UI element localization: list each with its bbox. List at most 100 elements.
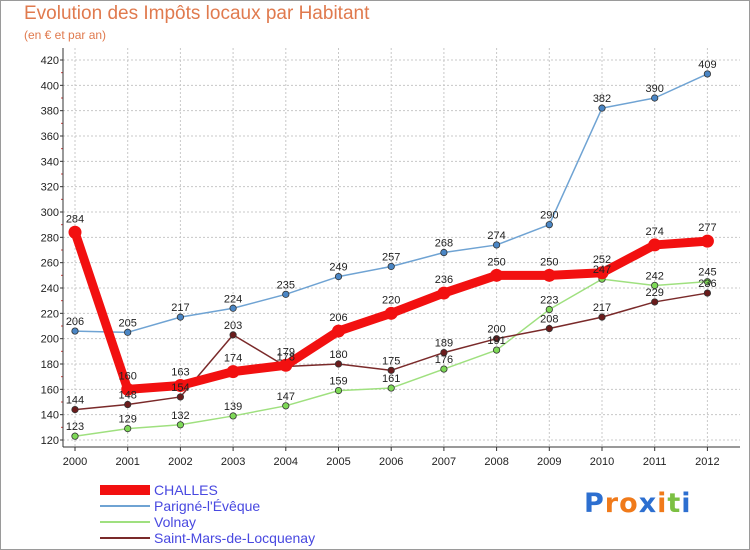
data-label: 189 (435, 338, 453, 350)
data-point (595, 266, 609, 280)
data-point (598, 313, 606, 321)
x-tick-label: 2005 (326, 456, 350, 468)
data-label: 175 (382, 355, 400, 367)
data-label: 274 (487, 230, 505, 242)
data-label: 257 (382, 251, 400, 263)
data-label: 274 (646, 226, 664, 238)
data-label: 123 (66, 421, 84, 433)
data-point (545, 324, 553, 333)
data-label: 268 (435, 238, 453, 250)
axis-layer: 120 140 160 180 200 220 240 260 280 300 320 340 360 3… (41, 48, 740, 468)
x-tick-label: 2012 (695, 456, 719, 468)
data-point (648, 238, 662, 252)
data-point (68, 225, 82, 239)
data-label: 242 (646, 270, 664, 282)
data-point (334, 272, 343, 281)
legend-swatch (100, 521, 150, 523)
y-tick-label: 360 (41, 131, 59, 143)
legend-swatch (100, 505, 150, 507)
data-label: 154 (171, 382, 189, 394)
data-point (440, 348, 448, 357)
x-tick-label: 2007 (432, 456, 456, 468)
chart-subtitle: (en € et par an) (24, 28, 107, 42)
data-point (598, 104, 606, 112)
data-point (124, 328, 132, 336)
data-point (387, 262, 395, 271)
chart-title: Evolution des Impôts locaux par Habitant (24, 3, 370, 24)
data-point (492, 346, 501, 354)
series-layer (68, 70, 714, 440)
data-point (121, 382, 135, 396)
y-tick-label: 200 (41, 334, 59, 346)
data-label: 390 (646, 83, 664, 95)
x-tick-label: 2001 (115, 456, 139, 468)
data-point (387, 384, 395, 392)
y-tick-label: 280 (41, 232, 59, 244)
data-label: 247 (593, 264, 611, 276)
data-point (700, 234, 714, 248)
data-point (282, 402, 290, 410)
data-point (176, 393, 184, 401)
x-tick-label: 2010 (590, 456, 614, 468)
y-tick-label: 420 (41, 55, 59, 67)
data-label: 224 (224, 293, 242, 305)
data-point (542, 268, 556, 282)
data-label: 129 (119, 414, 137, 426)
data-label: 236 (435, 274, 453, 286)
y-tick-label: 340 (41, 156, 59, 168)
data-label: 236 (698, 278, 716, 290)
x-tick-label: 2002 (168, 456, 192, 468)
data-point (279, 358, 293, 372)
logo-letter: o (619, 488, 639, 519)
legend-swatch (100, 537, 150, 539)
data-point (173, 379, 187, 393)
data-label: 191 (487, 335, 505, 347)
data-label: 284 (66, 213, 84, 225)
data-label: 382 (593, 93, 611, 105)
y-tick-label: 240 (41, 283, 59, 295)
data-point (545, 305, 553, 314)
data-point (703, 278, 712, 286)
data-label: 144 (66, 395, 84, 407)
y-tick-label: 180 (41, 359, 59, 371)
x-tick-label: 2000 (63, 456, 87, 468)
data-point (440, 248, 448, 257)
data-point (334, 360, 343, 368)
data-point (492, 241, 501, 249)
legend-label: Volnay (154, 514, 197, 530)
y-tick-label: 320 (41, 182, 59, 194)
data-label: 250 (540, 256, 558, 268)
data-label: 252 (593, 254, 611, 266)
data-label: 203 (224, 320, 242, 332)
data-point (229, 304, 237, 312)
data-label: 290 (540, 210, 558, 222)
legend-label: CHALLES (154, 482, 218, 498)
data-label: 206 (66, 316, 84, 328)
y-tick-label: 160 (41, 384, 59, 396)
y-tick-label: 120 (41, 435, 59, 447)
data-label: 179 (277, 346, 295, 358)
logo-letter: i (681, 488, 692, 519)
data-label: 200 (487, 324, 505, 336)
data-point (71, 405, 79, 414)
data-label: 245 (698, 267, 716, 279)
y-tick-label: 400 (41, 80, 59, 92)
data-point (124, 400, 132, 409)
data-label: 178 (277, 352, 295, 364)
data-point (229, 412, 237, 420)
data-label-layer: 206 205 217 224 235 249 257 268 274 290 382 390 409 1… (66, 59, 717, 433)
data-point (71, 432, 79, 440)
data-point (387, 366, 395, 374)
data-point (703, 289, 712, 297)
logo-letter: x (638, 488, 658, 519)
data-label: 159 (329, 376, 347, 388)
logo-letter: P (584, 488, 605, 519)
x-tick-label: 2006 (379, 456, 403, 468)
data-point (176, 421, 184, 429)
data-point (229, 331, 237, 339)
data-label: 250 (487, 256, 505, 268)
data-label: 249 (329, 262, 347, 274)
data-point (332, 324, 345, 338)
